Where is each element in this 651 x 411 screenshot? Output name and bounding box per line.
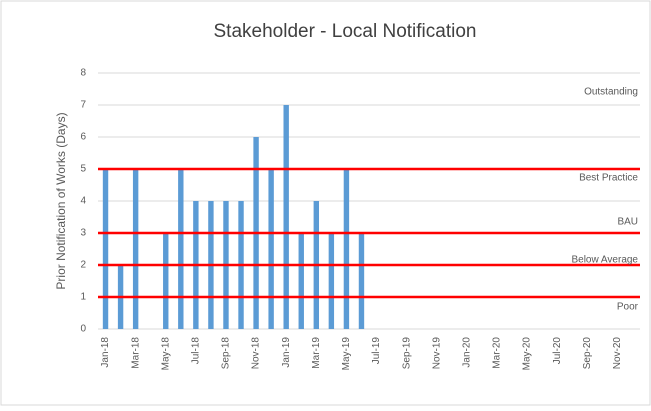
x-tick-label: Nov-20 <box>612 337 623 370</box>
x-tick-label: May-20 <box>522 337 533 371</box>
x-tick-label: Mar-18 <box>130 337 141 369</box>
x-tick-label: Jan-19 <box>281 337 292 368</box>
y-tick-label: 7 <box>80 100 86 111</box>
y-tick-label: 0 <box>80 324 86 335</box>
y-tick-label: 8 <box>80 68 86 79</box>
y-tick-label: 2 <box>80 260 86 271</box>
band-label: BAU <box>617 217 638 228</box>
band-label: Poor <box>617 302 639 313</box>
x-tick-label: Jul-20 <box>552 337 563 365</box>
bar <box>283 105 289 329</box>
chart-title: Stakeholder - Local Notification <box>214 21 477 42</box>
band-label: Best Practice <box>579 173 638 184</box>
x-tick-label: Jan-20 <box>462 337 473 368</box>
bar <box>132 169 139 329</box>
x-tick-label: May-18 <box>160 337 171 371</box>
bar <box>358 233 365 329</box>
x-tick-label: Mar-19 <box>311 337 322 369</box>
x-tick-label: Jul-19 <box>371 337 382 365</box>
x-tick-label: Jan-18 <box>100 337 111 368</box>
x-tick-label: May-19 <box>341 337 352 371</box>
x-tick-label: Jul-18 <box>191 337 202 365</box>
x-tick-label: Nov-18 <box>251 337 262 370</box>
bar <box>163 233 169 329</box>
y-tick-label: 1 <box>80 292 86 303</box>
bar <box>298 233 304 329</box>
y-tick-label: 6 <box>80 132 86 143</box>
bar <box>178 169 184 329</box>
x-tick-label: Sep-20 <box>582 337 593 370</box>
y-axis-label: Prior Notification of Works (Days) <box>54 112 68 289</box>
y-tick-label: 4 <box>80 196 86 207</box>
bar <box>328 233 335 329</box>
bar <box>102 169 109 329</box>
bar <box>268 169 274 329</box>
y-tick-label: 5 <box>80 164 86 175</box>
x-tick-label: Nov-19 <box>431 337 442 370</box>
bar <box>343 169 350 329</box>
band-label: Outstanding <box>584 87 638 98</box>
x-tick-label: Sep-18 <box>221 337 232 370</box>
x-tick-label: Mar-20 <box>492 337 503 369</box>
y-tick-label: 3 <box>80 228 86 239</box>
x-tick-label: Sep-19 <box>401 337 412 370</box>
band-label: Below Average <box>571 255 638 266</box>
